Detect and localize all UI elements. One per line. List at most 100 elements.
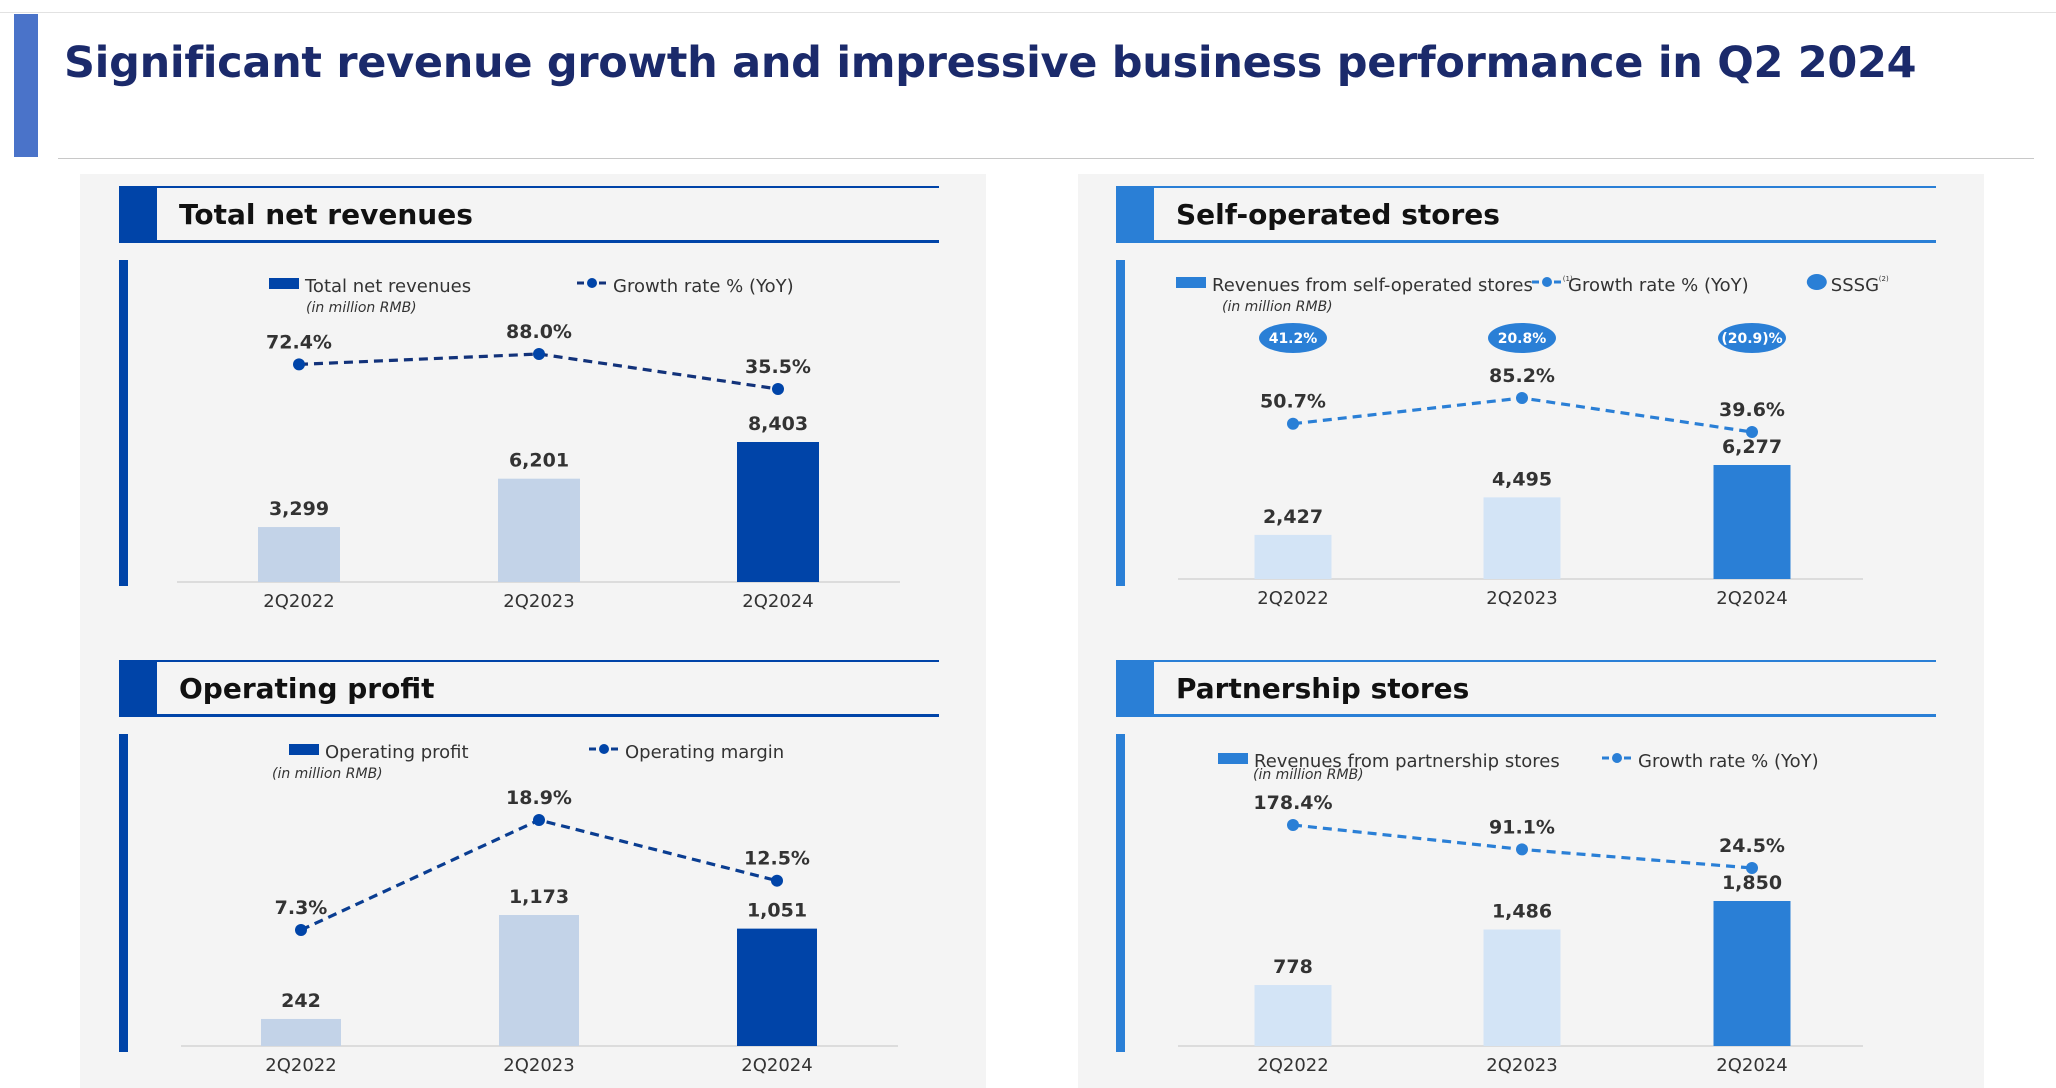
- legend-badge-footnote: (2): [1879, 275, 1889, 283]
- line-point: [1516, 392, 1528, 404]
- sssg-badge: [1718, 323, 1786, 353]
- bar: [1483, 929, 1561, 1046]
- legend-bar-swatch: [269, 278, 299, 289]
- legend-line-label: Operating margin: [625, 742, 784, 763]
- header-bottom-rule: [1116, 240, 1936, 243]
- legend-bar-label: Revenues from partnership stores: [1254, 751, 1560, 772]
- bar: [258, 527, 340, 582]
- header-accent-square: [119, 186, 157, 242]
- chart-svg: Revenues from self-operated stores (1) (in…: [1176, 274, 1889, 609]
- panel-side-bar: [119, 734, 128, 1052]
- header-accent-square: [119, 660, 157, 716]
- x-tick-label: 2Q2024: [742, 591, 813, 612]
- bar: [1713, 901, 1791, 1046]
- line-point: [771, 874, 783, 887]
- sssg-badge-label: 20.8%: [1498, 331, 1547, 347]
- x-tick-label: 2Q2024: [741, 1055, 812, 1076]
- self-operated-stores-panel: Self-operated stores Revenues from self-o…: [1116, 186, 1936, 622]
- title-accent-bar: [14, 14, 38, 157]
- line-value-label: 88.0%: [506, 321, 572, 343]
- header-bottom-rule: [1116, 714, 1936, 717]
- bar-value-label: 8,403: [748, 413, 808, 435]
- bar-value-label: 1,850: [1722, 872, 1782, 894]
- legend-bar-label: Total net revenues: [304, 276, 471, 297]
- x-tick-label: 2Q2022: [265, 1055, 336, 1076]
- header-accent-square: [1116, 660, 1154, 716]
- x-tick-label: 2Q2023: [1486, 1055, 1557, 1076]
- bar: [498, 478, 580, 582]
- x-tick-label: 2Q2022: [263, 591, 334, 612]
- legend-bar-swatch: [289, 744, 319, 755]
- panel-title: Partnership stores: [1176, 672, 1470, 705]
- operating-profit-panel: Operating profit Operating profit (in mill…: [119, 660, 939, 1088]
- bar-value-label: 3,299: [269, 498, 329, 520]
- legend-line-marker: [1612, 753, 1622, 763]
- page-title: Significant revenue growth and impressiv…: [64, 38, 1917, 88]
- legend-unit-note: (in million RMB): [272, 766, 383, 782]
- legend-line-marker: [599, 744, 609, 754]
- chart-svg: Total net revenues (in million RMB) Growth…: [177, 276, 900, 612]
- legend-line-label: Growth rate % (YoY): [1568, 275, 1749, 296]
- growth-line: [300, 818, 778, 932]
- x-tick-label: 2Q2023: [503, 1055, 574, 1076]
- panel-title: Total net revenues: [179, 198, 473, 231]
- legend-bar-swatch: [1176, 277, 1206, 288]
- panel-header: Operating profit: [119, 660, 939, 718]
- header-bottom-rule: [119, 240, 939, 243]
- header-top-rule: [119, 186, 939, 188]
- legend-footnote: (1): [1563, 275, 1573, 283]
- line-point: [772, 383, 784, 395]
- panel-header: Self-operated stores: [1116, 186, 1936, 244]
- bar-value-label: 2,427: [1263, 506, 1323, 528]
- x-tick-label: 2Q2022: [1257, 1055, 1328, 1076]
- line-value-label: 91.1%: [1489, 816, 1555, 838]
- partnership-stores-panel: Partnership stores Revenues from partners…: [1116, 660, 1936, 1088]
- bar: [1254, 534, 1332, 579]
- legend-line-marker: [587, 278, 597, 288]
- bar: [1483, 497, 1561, 579]
- bar: [1713, 465, 1791, 579]
- chart-svg: Operating profit (in million RMB) Operatin…: [181, 742, 898, 1076]
- legend-unit-note: (in million RMB): [306, 300, 417, 316]
- line-value-label: 50.7%: [1260, 391, 1326, 413]
- legend-bar-label: Revenues from self-operated stores: [1212, 275, 1533, 296]
- sssg-badge-label: 41.2%: [1269, 331, 1318, 347]
- bar-value-label: 778: [1273, 956, 1313, 978]
- header-accent-square: [1116, 186, 1154, 242]
- legend-badge-swatch: [1806, 274, 1827, 290]
- x-tick-label: 2Q2024: [1716, 1055, 1787, 1076]
- line-value-label: 18.9%: [506, 787, 572, 809]
- chart-svg: Revenues from partnership stores(in mill…: [1178, 751, 1863, 1076]
- x-tick-label: 2Q2023: [1486, 588, 1557, 609]
- header-top-rule: [119, 660, 939, 662]
- bar: [499, 915, 579, 1046]
- line-value-label: 85.2%: [1489, 365, 1555, 387]
- title-underline: [58, 158, 2034, 159]
- line-point: [1746, 862, 1758, 874]
- panel-header: Partnership stores: [1116, 660, 1936, 718]
- bar-value-label: 242: [281, 990, 321, 1012]
- line-point: [533, 348, 545, 360]
- line-value-label: 35.5%: [745, 356, 811, 378]
- x-tick-label: 2Q2024: [1716, 588, 1787, 609]
- legend-line-label: Growth rate % (YoY): [613, 276, 794, 297]
- bar-value-label: 1,486: [1492, 901, 1552, 923]
- header-bottom-rule: [119, 714, 939, 717]
- panel-title: Operating profit: [179, 672, 435, 705]
- panel-side-bar: [1116, 260, 1125, 586]
- panel-header: Total net revenues: [119, 186, 939, 244]
- panel-side-bar: [119, 260, 128, 586]
- line-point: [295, 924, 307, 936]
- legend-unit-note: (in million RMB): [1222, 299, 1333, 315]
- header-top-rule: [1116, 660, 1936, 662]
- panel-title: Self-operated stores: [1176, 198, 1500, 231]
- line-value-label: 12.5%: [744, 848, 810, 870]
- header-top-rule: [1116, 186, 1936, 188]
- bar: [737, 928, 817, 1046]
- sssg-badge: [1259, 323, 1327, 353]
- legend-unit-note: (in million RMB): [1253, 767, 1364, 783]
- bar-value-label: 1,051: [747, 900, 807, 922]
- sssg-badge: [1488, 323, 1556, 353]
- panel-side-bar: [1116, 734, 1125, 1052]
- line-point: [1287, 819, 1299, 831]
